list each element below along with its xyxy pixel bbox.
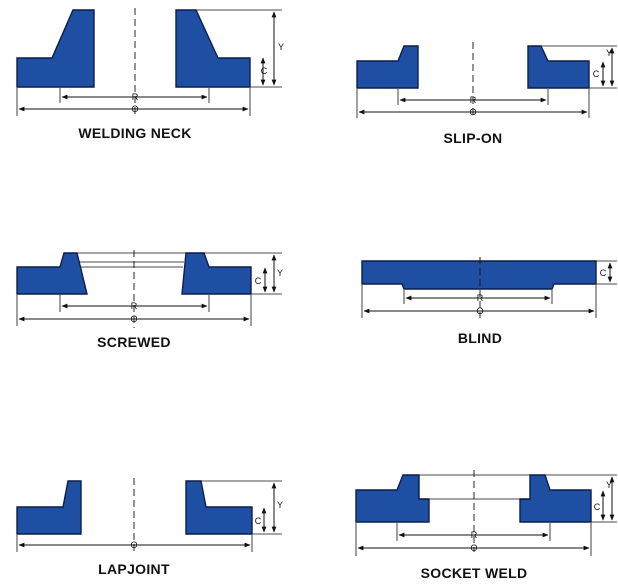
slip-on-flange: C Y R O SLIP-ON <box>356 42 617 146</box>
welding-neck-o-label: O <box>131 104 138 114</box>
slip-on-r-label: R <box>470 95 477 105</box>
screwed-y-label: Y <box>277 268 283 278</box>
slip-on-title: SLIP-ON <box>444 130 503 146</box>
lapjoint-flange: C Y O LAPJOINT <box>16 478 283 577</box>
lapjoint-title: LAPJOINT <box>98 561 170 577</box>
blind-c-label: C <box>600 268 607 278</box>
welding-neck-title: WELDING NECK <box>78 125 191 141</box>
socket-weld-c-label: C <box>594 502 601 512</box>
slip-on-c-label: C <box>593 69 600 79</box>
lapjoint-y-label: Y <box>277 500 283 510</box>
socket-weld-flange: C Y R O SOCKET WELD <box>355 470 617 581</box>
socket-weld-title: SOCKET WELD <box>421 565 528 581</box>
welding-neck-right-half <box>175 9 251 88</box>
lapjoint-right-half <box>185 480 253 535</box>
lapjoint-o-label: O <box>130 540 137 550</box>
welding-neck-y-label: Y <box>278 42 284 52</box>
blind-body <box>361 260 597 290</box>
slip-on-o-label: O <box>469 107 476 117</box>
socket-weld-r-label: R <box>471 530 478 540</box>
screwed-left-half <box>16 252 88 295</box>
socket-weld-right-half <box>519 474 592 523</box>
welding-neck-c-label: C <box>261 66 268 76</box>
lapjoint-left-half <box>16 480 82 535</box>
screwed-title-text: SCREWED <box>97 334 171 350</box>
lapjoint-c-label: C <box>255 516 262 526</box>
blind-o-label: O <box>476 306 483 316</box>
screwed-thread-lines <box>77 252 186 268</box>
blind-r-label: R <box>477 293 484 303</box>
screwed-flange: C Y R O BLIND SCREWED <box>16 250 283 350</box>
welding-neck-left-half <box>16 9 95 88</box>
socket-weld-y-label: Y <box>606 480 612 490</box>
screwed-c-label: C <box>255 276 262 286</box>
slip-on-y-label: Y <box>606 48 612 58</box>
blind-flange: C R O BLIND <box>361 257 617 346</box>
slip-on-left-half <box>356 45 419 89</box>
screwed-o-label: O <box>130 314 137 324</box>
socket-weld-bore-lines <box>419 474 530 500</box>
welding-neck-flange: C Y R O WELDING NECK <box>16 8 284 141</box>
screwed-right-half <box>181 252 252 295</box>
socket-weld-o-label: O <box>470 543 477 553</box>
welding-neck-r-label: R <box>132 92 139 102</box>
slip-on-right-half <box>527 45 590 89</box>
blind-title: BLIND <box>458 330 502 346</box>
screwed-r-label: R <box>131 301 138 311</box>
socket-weld-left-half <box>355 474 430 523</box>
